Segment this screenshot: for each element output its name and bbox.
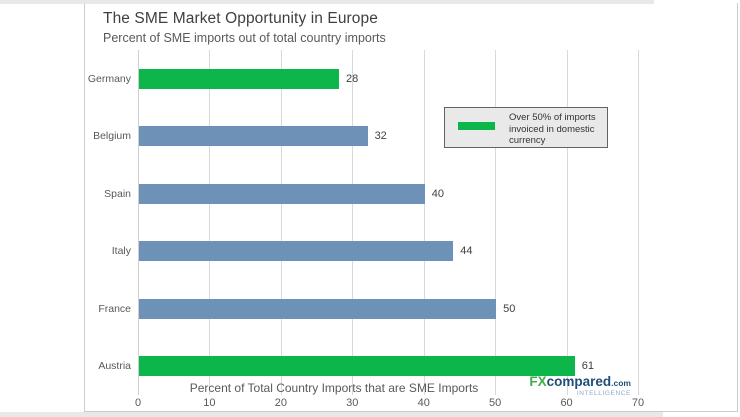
gridline-10 xyxy=(209,50,210,395)
bar-germany xyxy=(139,68,339,89)
value-label-austria: 61 xyxy=(581,360,594,373)
x-tick-label-50: 50 xyxy=(489,397,502,409)
chart-subtitle: Percent of SME imports out of total coun… xyxy=(103,31,386,45)
category-label-france: France xyxy=(98,302,131,315)
bar-france xyxy=(139,298,497,319)
gridline-50 xyxy=(495,50,496,395)
x-axis-title: Percent of Total Country Imports that ar… xyxy=(189,381,479,395)
fxcompared-logo: FXcompared.com INTELLIGENCE xyxy=(455,375,631,398)
value-label-spain: 40 xyxy=(431,187,444,200)
legend-label-line-1: Over 50% of imports xyxy=(509,112,596,123)
bar-spain xyxy=(139,183,425,204)
legend-label-line-2: invoiced in domestic xyxy=(509,123,595,135)
x-tick-label-70: 70 xyxy=(631,397,645,409)
chart-panel: The SME Market Opportunity in Europe Per… xyxy=(84,3,738,412)
gridline-70 xyxy=(638,50,639,395)
category-label-austria: Austria xyxy=(98,360,131,373)
value-label-belgium: 32 xyxy=(374,130,387,143)
x-tick-label-60: 60 xyxy=(560,397,573,409)
x-tick-label-30: 30 xyxy=(346,397,359,409)
plot-area: Germany 28 Belgium 32 Spain 40 Italy 44 France 50… xyxy=(88,50,639,395)
x-tick-label-40: 40 xyxy=(417,397,430,409)
x-tick-label-10: 10 xyxy=(203,397,216,409)
value-label-france: 50 xyxy=(503,302,516,315)
legend: Over 50% of imports invoiced in domestic… xyxy=(444,107,608,148)
legend-label-line-3: currency xyxy=(509,135,546,146)
category-label-spain: Spain xyxy=(104,187,131,200)
bar-austria xyxy=(139,356,575,377)
chart-title: The SME Market Opportunity in Europe xyxy=(103,10,378,27)
value-label-germany: 28 xyxy=(346,72,359,85)
gridline-60 xyxy=(567,50,568,395)
gridline-30 xyxy=(352,50,353,395)
category-label-belgium: Belgium xyxy=(93,130,131,143)
x-tick-label-20: 20 xyxy=(274,397,287,409)
logo-domain: .com xyxy=(611,378,631,388)
bottom-strip xyxy=(0,412,663,417)
category-label-italy: Italy xyxy=(111,245,131,258)
gridline-20 xyxy=(281,50,282,395)
x-axis-ticks: 0 10 20 30 40 50 60 70 xyxy=(85,397,739,411)
logo-tagline: INTELLIGENCE xyxy=(576,390,631,397)
bar-belgium xyxy=(139,126,368,147)
legend-label: Over 50% of imports invoiced in domestic… xyxy=(509,112,596,147)
top-strip xyxy=(0,0,654,4)
value-label-italy: 44 xyxy=(460,245,473,258)
gridline-40 xyxy=(424,50,425,395)
category-label-germany: Germany xyxy=(87,72,131,85)
logo-fx: FX xyxy=(529,374,547,389)
x-tick-label-0: 0 xyxy=(134,397,142,409)
logo-compared: compared xyxy=(546,374,612,389)
logo-wordmark: FXcompared.com xyxy=(529,374,631,389)
legend-swatch xyxy=(458,122,495,130)
bar-italy xyxy=(139,241,454,262)
y-axis-line xyxy=(138,50,139,395)
